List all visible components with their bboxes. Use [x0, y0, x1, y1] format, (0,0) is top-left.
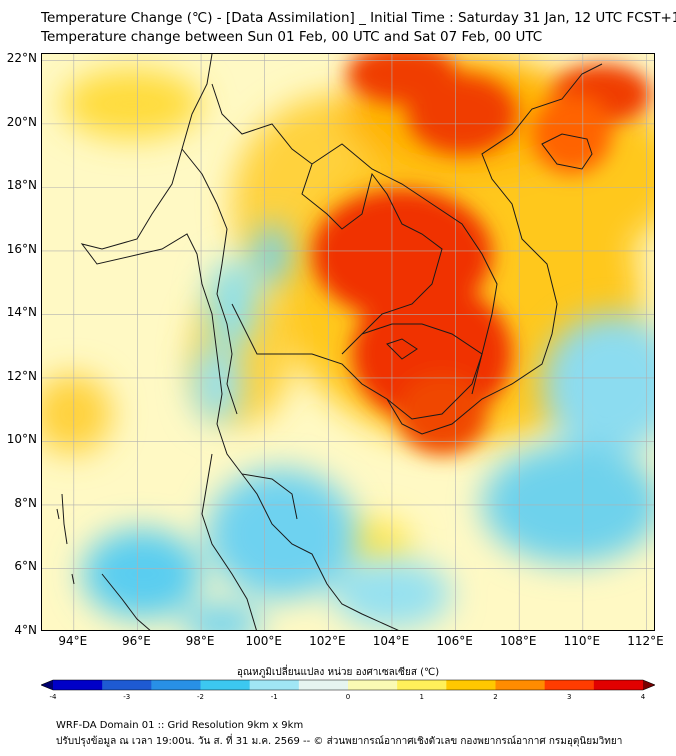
malaysia-border	[241, 473, 298, 520]
colorbar-segment	[544, 680, 595, 690]
latitude-tick-label: 20°N	[6, 114, 37, 129]
latitude-tick-label: 4°N	[14, 623, 37, 637]
colorbar-segment	[397, 680, 447, 690]
gulf-of-thailand-coast	[231, 63, 603, 435]
colorbar-segment	[495, 680, 546, 690]
colorbar-segment	[102, 680, 152, 690]
andaman-islands	[56, 493, 68, 545]
latitude-tick-label: 10°N	[6, 432, 37, 447]
latitude-tick-label: 6°N	[14, 559, 37, 574]
coastlines-and-borders	[56, 54, 603, 630]
model-info: WRF-DA Domain 01 :: Grid Resolution 9km …	[56, 720, 304, 731]
longitude-tick-label: 94°E	[58, 634, 88, 648]
tonle-sap-lake	[386, 338, 418, 360]
nicobar-islands	[71, 573, 75, 585]
colorbar-tick-label: 3	[567, 693, 572, 701]
longitude-tick-label: 110°E	[563, 634, 601, 648]
colorbar-tick-label: -2	[197, 693, 204, 701]
latitude-tick-label: 14°N	[6, 305, 37, 320]
colorbar	[41, 679, 655, 691]
longitude-tick-label: 108°E	[499, 634, 537, 648]
colorbar-tick-label: -3	[123, 693, 131, 701]
colorbar-max-extend	[643, 680, 655, 690]
cambodia-border	[361, 323, 483, 420]
colorbar-segment	[593, 680, 644, 690]
colorbar-tick-label: 1	[419, 693, 424, 701]
credit-line: ปรับปรุงข้อมูล ณ เวลา 19:00น. วัน ส. ที่…	[56, 736, 623, 747]
latitude-tick-label: 18°N	[6, 178, 37, 193]
longitude-tick-label: 102°E	[309, 634, 346, 648]
colorbar-tick-label: 2	[493, 693, 498, 701]
thailand-border	[211, 83, 443, 355]
colorbar-segment	[446, 680, 496, 690]
malay-peninsula-coast	[201, 453, 257, 630]
map-panel	[41, 53, 655, 631]
colorbar-segment	[53, 680, 103, 690]
longitude-tick-label: 112°E	[627, 634, 664, 648]
map-subtitle: Temperature change between Sun 01 Feb, 0…	[41, 29, 543, 45]
colorbar-segment	[200, 680, 251, 690]
colorbar-segment	[348, 680, 398, 690]
colorbar-segment	[249, 680, 300, 690]
graticule	[42, 54, 654, 630]
laos-vietnam-border	[311, 143, 498, 395]
longitude-tick-label: 96°E	[122, 634, 151, 648]
colorbar-segment	[151, 680, 201, 690]
longitude-tick-label: 98°E	[185, 634, 215, 648]
map-title: Temperature Change (℃) - [Data Assimilat…	[41, 10, 676, 26]
colorbar-outline	[41, 679, 655, 691]
longitude-tick-label: 106°E	[436, 634, 473, 648]
longitude-tick-label: 104°E	[372, 634, 410, 648]
colorbar-title: อุณหภูมิเปลี่ยนแปลง หน่วย องศาเซลเซียส (…	[236, 667, 440, 678]
colorbar-tick-label: -4	[49, 693, 57, 701]
colorbar-tick-label: 4	[640, 693, 646, 701]
latitude-tick-label: 16°N	[6, 241, 37, 256]
temperature-change-map	[42, 54, 654, 630]
myanmar-border	[181, 148, 238, 415]
latitude-tick-label: 8°N	[14, 495, 37, 510]
hainan-coast	[541, 133, 593, 170]
longitude-tick-label: 100°E	[245, 634, 282, 648]
mainland-coastline	[80, 54, 399, 630]
colorbar-segment	[298, 680, 349, 690]
sumatra-coast	[101, 573, 151, 630]
latitude-tick-label: 12°N	[6, 368, 37, 383]
colorbar-tick-label: -1	[270, 693, 278, 701]
latitude-tick-label: 22°N	[6, 51, 37, 66]
colorbar-tick-label: 0	[345, 693, 351, 701]
colorbar-min-extend	[41, 680, 53, 690]
